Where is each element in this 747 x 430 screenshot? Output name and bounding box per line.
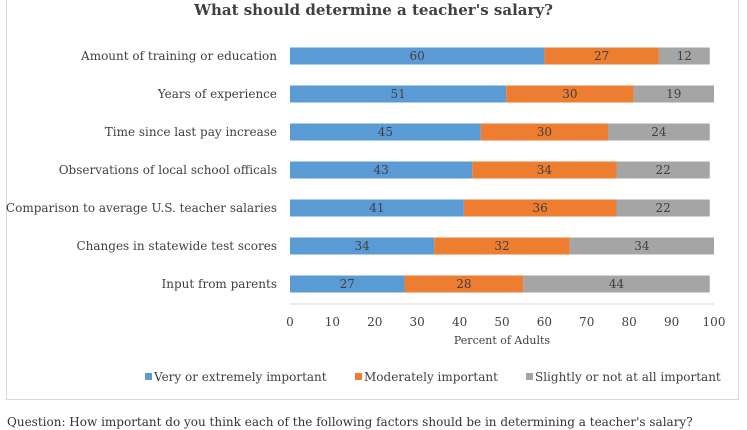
category-label-comparison-to-average-u-s-teacher-salaries: Comparison to average U.S. teacher salar… bbox=[6, 201, 277, 215]
data-label-very-or-extremely-important-3: 45 bbox=[378, 125, 393, 139]
data-label-very-or-extremely-important-1: 60 bbox=[410, 49, 425, 63]
data-label-very-or-extremely-important-2: 51 bbox=[390, 87, 405, 101]
data-label-slightly-or-not-at-all-important-7: 44 bbox=[609, 277, 625, 291]
data-label-moderately-important-5: 36 bbox=[533, 201, 548, 215]
bar-slightly-or-not-at-all-important-3 bbox=[608, 123, 710, 141]
x-tick-label-10: 10 bbox=[325, 315, 340, 329]
bar-slightly-or-not-at-all-important-1 bbox=[658, 47, 710, 65]
category-label-input-from-parents: Input from parents bbox=[162, 277, 278, 291]
legend-swatch-very-or-extremely-important bbox=[145, 373, 152, 380]
legend-swatch-slightly-or-not-at-all-important bbox=[526, 373, 533, 380]
bar-moderately-important-5 bbox=[463, 199, 617, 217]
category-label-amount-of-training-or-education: Amount of training or education bbox=[80, 49, 277, 63]
data-label-moderately-important-7: 28 bbox=[456, 277, 471, 291]
category-label-observations-of-local-school-officals: Observations of local school officals bbox=[59, 163, 277, 177]
bar-slightly-or-not-at-all-important-6 bbox=[569, 237, 714, 255]
x-axis-title: Percent of Adults bbox=[454, 334, 551, 347]
bar-slightly-or-not-at-all-important-2 bbox=[633, 85, 714, 103]
data-label-very-or-extremely-important-6: 34 bbox=[354, 239, 370, 253]
x-tick-label-30: 30 bbox=[410, 315, 425, 329]
bar-very-or-extremely-important-2 bbox=[290, 85, 507, 103]
data-label-slightly-or-not-at-all-important-1: 12 bbox=[677, 49, 692, 63]
x-tick-label-20: 20 bbox=[367, 315, 382, 329]
x-tick-label-40: 40 bbox=[452, 315, 467, 329]
bar-moderately-important-3 bbox=[480, 123, 608, 141]
data-label-moderately-important-1: 27 bbox=[594, 49, 609, 63]
data-label-moderately-important-3: 30 bbox=[537, 125, 552, 139]
bar-moderately-important-2 bbox=[506, 85, 634, 103]
category-label-years-of-experience: Years of experience bbox=[157, 87, 277, 101]
data-label-moderately-important-4: 34 bbox=[537, 163, 553, 177]
data-label-moderately-important-2: 30 bbox=[562, 87, 577, 101]
bar-very-or-extremely-important-6 bbox=[290, 237, 435, 255]
x-tick-label-0: 0 bbox=[286, 315, 294, 329]
x-tick-label-60: 60 bbox=[537, 315, 552, 329]
legend-swatch-moderately-important bbox=[355, 373, 362, 380]
x-tick-label-50: 50 bbox=[494, 315, 509, 329]
bar-slightly-or-not-at-all-important-7 bbox=[523, 275, 710, 293]
data-label-slightly-or-not-at-all-important-4: 22 bbox=[655, 163, 670, 177]
bar-very-or-extremely-important-7 bbox=[290, 275, 405, 293]
legend-label-very-or-extremely-important: Very or extremely important bbox=[153, 370, 327, 384]
x-tick-label-80: 80 bbox=[622, 315, 637, 329]
legend-label-slightly-or-not-at-all-important: Slightly or not at all important bbox=[535, 370, 721, 384]
bar-very-or-extremely-important-4 bbox=[290, 161, 473, 179]
category-label-time-since-last-pay-increase: Time since last pay increase bbox=[105, 125, 277, 139]
bar-very-or-extremely-important-1 bbox=[290, 47, 545, 65]
bar-slightly-or-not-at-all-important-5 bbox=[616, 199, 710, 217]
data-label-slightly-or-not-at-all-important-3: 24 bbox=[651, 125, 667, 139]
data-label-slightly-or-not-at-all-important-6: 34 bbox=[634, 239, 650, 253]
chart-title: What should determine a teacher's salary… bbox=[194, 1, 553, 19]
data-label-very-or-extremely-important-7: 27 bbox=[340, 277, 355, 291]
x-tick-label-90: 90 bbox=[664, 315, 679, 329]
x-tick-label-70: 70 bbox=[579, 315, 594, 329]
bar-moderately-important-6 bbox=[434, 237, 570, 255]
data-label-moderately-important-6: 32 bbox=[494, 239, 509, 253]
data-label-very-or-extremely-important-5: 41 bbox=[369, 201, 384, 215]
category-label-changes-in-statewide-test-scores: Changes in statewide test scores bbox=[76, 239, 277, 253]
question-footnote: Question: How important do you think eac… bbox=[7, 415, 693, 429]
legend-label-moderately-important: Moderately important bbox=[364, 370, 498, 384]
bar-very-or-extremely-important-5 bbox=[290, 199, 464, 217]
bar-moderately-important-7 bbox=[404, 275, 524, 293]
data-label-slightly-or-not-at-all-important-2: 19 bbox=[666, 87, 681, 101]
bar-very-or-extremely-important-3 bbox=[290, 123, 481, 141]
data-label-slightly-or-not-at-all-important-5: 22 bbox=[655, 201, 670, 215]
bar-slightly-or-not-at-all-important-4 bbox=[616, 161, 710, 179]
bar-moderately-important-1 bbox=[544, 47, 659, 65]
data-label-very-or-extremely-important-4: 43 bbox=[374, 163, 389, 177]
bar-moderately-important-4 bbox=[472, 161, 617, 179]
x-tick-label-100: 100 bbox=[703, 315, 726, 329]
